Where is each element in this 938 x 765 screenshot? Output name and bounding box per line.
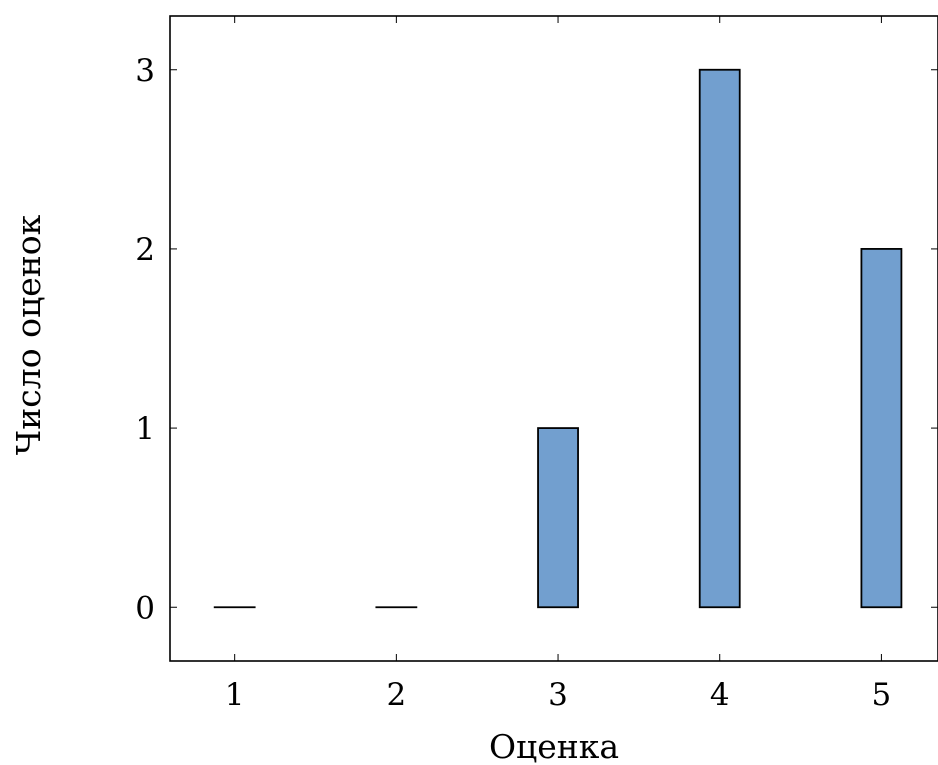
y-tick-label-2: 2 bbox=[135, 232, 155, 268]
x-tick-label-2: 2 bbox=[386, 677, 406, 713]
bar-5 bbox=[860, 248, 903, 609]
y-tick-labels: 0 1 2 3 bbox=[135, 53, 155, 627]
bar-3 bbox=[537, 427, 579, 609]
x-tick-label-1: 1 bbox=[225, 677, 245, 713]
y-tick-label-3: 3 bbox=[135, 53, 155, 89]
bar-4 bbox=[698, 68, 741, 609]
y-tick-label-1: 1 bbox=[135, 411, 155, 447]
ticks-group bbox=[170, 16, 938, 661]
bars-group bbox=[213, 68, 903, 609]
x-tick-label-4: 4 bbox=[710, 677, 730, 713]
y-axis-label: Число оценок bbox=[9, 214, 48, 455]
y-tick-label-0: 0 bbox=[135, 590, 155, 626]
x-axis-label: Оценка bbox=[489, 727, 619, 765]
x-tick-label-5: 5 bbox=[872, 677, 892, 713]
x-tick-labels: 1 2 3 4 5 bbox=[225, 677, 891, 713]
x-tick-label-3: 3 bbox=[548, 677, 568, 713]
plot-frame bbox=[169, 15, 938, 662]
